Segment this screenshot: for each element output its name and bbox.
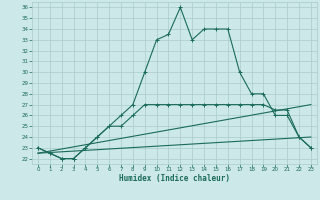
X-axis label: Humidex (Indice chaleur): Humidex (Indice chaleur) <box>119 174 230 183</box>
